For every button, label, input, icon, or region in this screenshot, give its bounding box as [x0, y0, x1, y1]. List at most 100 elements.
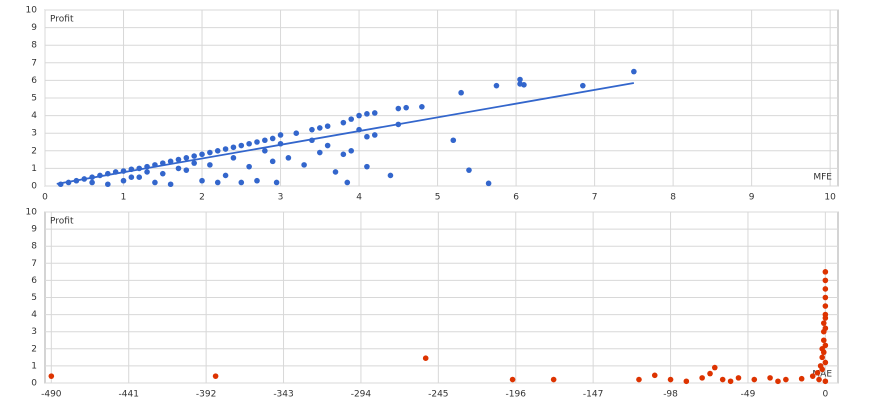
point — [364, 111, 370, 117]
y-tick-label: 3 — [31, 129, 37, 139]
point — [820, 337, 827, 344]
point — [636, 376, 642, 383]
x-axis-label: MAE — [812, 370, 832, 380]
point — [340, 119, 347, 126]
point — [816, 376, 822, 383]
point — [317, 125, 323, 131]
x-tick-label: 8 — [670, 193, 676, 203]
point — [521, 82, 527, 88]
point — [371, 110, 378, 116]
point — [269, 135, 276, 142]
x-tick-label: -196 — [506, 390, 527, 400]
point — [254, 177, 260, 184]
y-tick-label: 3 — [31, 327, 37, 337]
y-tick-label: 8 — [31, 242, 37, 252]
y-tick-label: 8 — [31, 41, 37, 51]
point — [89, 179, 95, 186]
point — [517, 76, 523, 83]
x-tick-label: 10 — [824, 193, 836, 203]
point — [783, 376, 789, 383]
x-tick-label: -147 — [583, 390, 603, 400]
point — [324, 142, 331, 149]
point — [822, 315, 829, 321]
point — [735, 375, 742, 381]
point — [175, 165, 182, 172]
y-tick-label: 4 — [31, 111, 37, 121]
point — [183, 167, 190, 173]
point — [273, 179, 280, 186]
y-tick-label: 6 — [31, 276, 37, 286]
point — [293, 130, 300, 136]
x-tick-label: -392 — [196, 390, 216, 400]
point — [395, 105, 402, 112]
point — [238, 179, 245, 186]
y-tick-label: 10 — [26, 6, 38, 16]
y-tick-label: 7 — [31, 58, 37, 68]
point — [120, 177, 127, 184]
y-tick-label: 2 — [31, 146, 37, 156]
point — [340, 151, 347, 158]
point — [822, 269, 829, 275]
point — [167, 181, 174, 188]
point — [822, 342, 829, 349]
point — [191, 160, 197, 166]
point — [175, 156, 182, 163]
y-tick-label: 6 — [31, 76, 37, 86]
x-tick-label: 6 — [513, 193, 519, 203]
x-tick-label: -294 — [351, 390, 372, 400]
point — [822, 303, 829, 309]
point — [683, 378, 690, 385]
y-tick-label: 9 — [31, 23, 37, 33]
point — [809, 373, 816, 379]
x-tick-label: 5 — [435, 193, 441, 203]
point — [822, 286, 829, 292]
point — [458, 89, 464, 96]
point — [212, 373, 219, 379]
point — [493, 82, 500, 89]
x-tick-label: 0 — [42, 193, 48, 203]
trendline — [56, 82, 635, 185]
point — [719, 376, 726, 383]
point — [822, 277, 829, 284]
point — [152, 179, 158, 186]
point — [238, 142, 245, 149]
x-tick-label: -245 — [428, 390, 448, 400]
point — [775, 378, 781, 385]
y-tick-label: 1 — [31, 361, 37, 371]
x-tick-label: -343 — [273, 390, 293, 400]
point — [348, 148, 355, 154]
point — [207, 149, 213, 156]
point — [277, 132, 284, 138]
point — [222, 172, 229, 179]
y-tick-label: 5 — [31, 94, 37, 104]
x-tick-label: -490 — [41, 390, 62, 400]
point — [230, 155, 237, 161]
point — [387, 172, 394, 179]
point — [707, 370, 713, 377]
point — [822, 325, 829, 332]
point — [136, 174, 143, 180]
point — [191, 153, 197, 159]
point — [48, 373, 55, 379]
point — [317, 149, 323, 156]
point — [819, 366, 826, 373]
point — [580, 82, 586, 89]
point — [309, 126, 315, 133]
point — [466, 167, 472, 173]
y-axis-label: Profit — [50, 217, 74, 227]
y-tick-label: 0 — [31, 379, 37, 389]
point — [105, 181, 111, 188]
point — [509, 376, 516, 383]
point — [183, 155, 190, 161]
point — [254, 139, 260, 145]
point — [324, 123, 331, 129]
point — [269, 158, 276, 165]
point — [285, 155, 292, 161]
x-tick-label: -98 — [663, 390, 678, 400]
point — [199, 177, 205, 184]
point — [364, 163, 370, 170]
point — [814, 369, 821, 376]
point — [419, 104, 425, 110]
point — [246, 163, 252, 170]
